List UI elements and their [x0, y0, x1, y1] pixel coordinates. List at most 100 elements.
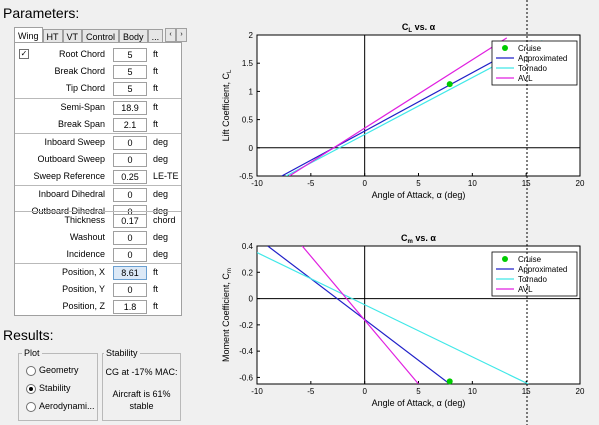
divider [15, 211, 181, 212]
outboard-sweep-input[interactable]: 0 [113, 153, 147, 167]
moment-series-avl [301, 246, 419, 384]
lift-chart: -10 -5 0 5 10 15 20 -0.5 0 0.5 1 1.5 2 CL vs. α Angle … [221, 22, 585, 200]
moment-chart-title: Cm vs. α [401, 233, 436, 245]
field-row-sweep-reference: Sweep Reference 0.25 LE-TE [15, 169, 181, 185]
tab-control[interactable]: Control [82, 29, 120, 42]
lift-y-tick-label: 2 [249, 31, 254, 40]
field-row-thickness: Thickness 0.17 chord [15, 213, 181, 229]
field-label: Thickness [64, 215, 105, 225]
tab-body[interactable]: Body [119, 29, 148, 42]
position-y-input[interactable]: 0 [113, 283, 147, 297]
field-unit: deg [153, 189, 169, 199]
break-chord-input[interactable]: 5 [113, 65, 147, 79]
radio-label: Aerodynami... [39, 401, 95, 411]
radio-aerodynamics[interactable]: Aerodynami... [26, 401, 96, 413]
lift-legend-marker-cruise [502, 45, 508, 51]
moment-series-approximated [267, 246, 451, 384]
parameter-tabs: Wing HT VT Control Body ... ‹ › [14, 27, 188, 42]
field-row-inboard-dihedral: Inboard Dihedral 0 deg [15, 187, 181, 203]
field-row-inboard-sweep: Inboard Sweep 0 deg [15, 135, 181, 151]
radio-stability-icon[interactable] [26, 384, 36, 394]
field-unit: ft [153, 66, 159, 76]
lift-y-tick-label: -0.5 [239, 172, 253, 181]
moment-y-tick-label: -0.2 [239, 321, 253, 330]
lift-legend-label: Tornado [518, 64, 547, 73]
tab-more[interactable]: ... [147, 29, 164, 42]
tab-vt[interactable]: VT [62, 29, 83, 42]
field-row-position-y: Position, Y 0 ft [15, 282, 181, 298]
moment-x-axis-label: Angle of Attack, α (deg) [372, 398, 466, 408]
field-label: Tip Chord [65, 83, 105, 93]
sweep-reference-input[interactable]: 0.25 [113, 170, 147, 184]
stability-group [102, 353, 181, 421]
moment-y-tick-label: -0.6 [239, 373, 253, 382]
moment-x-tick-label: 0 [362, 387, 367, 396]
field-unit: ft [153, 83, 159, 93]
radio-stability[interactable]: Stability [26, 383, 96, 395]
field-unit: deg [153, 154, 169, 164]
tab-ht[interactable]: HT [42, 29, 63, 42]
lift-cruise-point [446, 81, 453, 88]
lift-legend-label: AVL [518, 74, 533, 83]
moment-y-axis-label: Moment Coefficient, Cm [221, 268, 233, 362]
stability-text-2: stable [129, 401, 154, 411]
lift-x-tick-label: 15 [522, 179, 531, 188]
divider [15, 98, 181, 99]
field-unit: ft [153, 284, 159, 294]
field-label: Washout [69, 232, 105, 242]
field-unit: ft [153, 267, 159, 277]
moment-y-tick-label: 0.2 [242, 268, 254, 277]
field-unit: chord [153, 215, 176, 225]
radio-geometry[interactable]: Geometry [26, 365, 96, 377]
plot-group [18, 353, 98, 421]
field-unit: deg [153, 249, 169, 259]
lift-y-axis-label: Lift Coefficient, CL [221, 69, 233, 141]
moment-x-tick-label: 15 [522, 387, 531, 396]
position-z-input[interactable]: 1.8 [113, 300, 147, 314]
radio-geometry-icon[interactable] [26, 366, 36, 376]
divider [15, 185, 181, 186]
inboard-sweep-input[interactable]: 0 [113, 136, 147, 150]
stability-text-1: Aircraft is 61% [112, 389, 171, 399]
field-row-root-chord: ✓ Root Chord 5 ft [15, 47, 181, 63]
lift-x-tick-label: -5 [307, 179, 315, 188]
break-span-input[interactable]: 2.1 [113, 118, 147, 132]
field-unit: ft [153, 119, 159, 129]
field-row-break-chord: Break Chord 5 ft [15, 64, 181, 80]
field-unit: ft [153, 301, 159, 311]
position-x-input[interactable]: 8.61 [113, 266, 147, 280]
lift-x-tick-label: 0 [362, 179, 367, 188]
root-chord-input[interactable]: 5 [113, 48, 147, 62]
tip-chord-input[interactable]: 5 [113, 82, 147, 96]
moment-legend-label: Cruise [518, 255, 542, 264]
field-label: Root Chord [58, 49, 105, 59]
thickness-input[interactable]: 0.17 [113, 214, 147, 228]
moment-legend-label: Approximated [518, 265, 567, 274]
lift-series-avl [288, 37, 508, 176]
results-header: Results: [3, 327, 54, 343]
moment-x-tick-label: 20 [576, 387, 585, 396]
moment-x-tick-label: 10 [468, 387, 477, 396]
washout-input[interactable]: 0 [113, 231, 147, 245]
moment-series-tornado [257, 252, 529, 384]
lift-y-tick-label: 0 [249, 144, 254, 153]
lift-x-tick-label: 20 [576, 179, 585, 188]
field-row-semi-span: Semi-Span 18.9 ft [15, 100, 181, 116]
tab-wing[interactable]: Wing [14, 27, 43, 42]
charts-area: -10 -5 0 5 10 15 20 -0.5 0 0.5 1 1.5 2 CL vs. α Angle … [221, 0, 585, 425]
moment-x-tick-label: -10 [251, 387, 263, 396]
divider [15, 133, 181, 134]
inboard-dihedral-input[interactable]: 0 [113, 188, 147, 202]
parameters-header: Parameters: [3, 5, 80, 21]
tab-scroll-right-icon[interactable]: › [176, 28, 188, 42]
field-unit: ft [153, 49, 159, 59]
lift-legend-label: Cruise [518, 44, 542, 53]
field-label: Outboard Sweep [37, 154, 105, 164]
radio-aerodynamics-icon[interactable] [26, 402, 36, 412]
semi-span-input[interactable]: 18.9 [113, 101, 147, 115]
root-chord-checkbox[interactable]: ✓ [19, 49, 29, 59]
incidence-input[interactable]: 0 [113, 248, 147, 262]
field-row-break-span: Break Span 2.1 ft [15, 117, 181, 133]
moment-x-tick-label: 5 [416, 387, 421, 396]
tab-scroll-left-icon[interactable]: ‹ [165, 28, 177, 42]
